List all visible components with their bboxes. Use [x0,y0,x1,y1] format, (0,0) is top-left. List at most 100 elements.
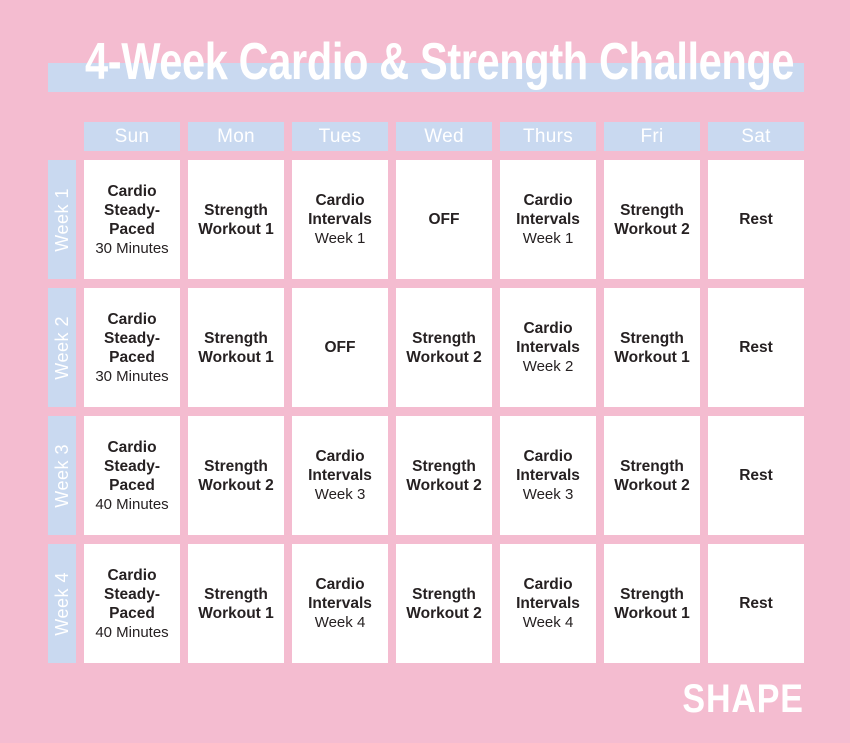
week-label-2: Week 2 [48,288,76,407]
workout-subtitle: 30 Minutes [95,239,169,257]
title-highlight-bar [48,63,804,92]
workout-title-line: OFF [428,211,460,228]
workout-title-line: Rest [739,211,773,228]
week-label-1: Week 1 [48,160,76,279]
cell-week3-mon: Strength Workout 2 [188,416,284,535]
workout-title-line: Intervals [516,211,580,228]
workout-subtitle: 30 Minutes [95,367,169,385]
corner-spacer [48,122,76,151]
workout-title-line: Paced [109,476,155,494]
page-title: 4-Week Cardio & Strength Challenge [85,33,795,91]
workout-title-line: Workout 1 [614,604,690,622]
workout-title-line: Cardio [315,192,365,209]
workout-title-line: Cardio [523,320,573,337]
day-header-sat: Sat [708,122,804,151]
workout-title-line: Workout 1 [198,220,274,238]
workout-title-line: Cardio [107,310,157,328]
workout-title-line: Cardio [107,566,157,584]
cell-week2-sun: Cardio Steady- Paced 30 Minutes [84,288,180,407]
cell-week4-wed: Strength Workout 2 [396,544,492,663]
week-label-text: Week 2 [51,315,72,380]
cell-week3-sun: Cardio Steady- Paced 40 Minutes [84,416,180,535]
cell-week4-tues: Cardio Intervals Week 4 [292,544,388,663]
workout-subtitle: Week 4 [314,614,366,631]
workout-title-line: Strength [204,585,268,603]
cell-week3-tues: Cardio Intervals Week 3 [292,416,388,535]
workout-title-line: Strength [620,329,684,347]
workout-subtitle: Week 1 [522,230,574,247]
workout-title-line: Workout 2 [614,476,690,494]
workout-title-line: Strength [412,329,476,347]
day-header-sun: Sun [84,122,180,151]
cell-week4-fri: Strength Workout 1 [604,544,700,663]
workout-title-line: Intervals [308,595,372,612]
cell-week2-fri: Strength Workout 1 [604,288,700,407]
workout-title-line: Cardio [315,576,365,593]
cell-week1-thurs: Cardio Intervals Week 1 [500,160,596,279]
cell-week4-mon: Strength Workout 1 [188,544,284,663]
week-label-3: Week 3 [48,416,76,535]
schedule-grid: Sun Mon Tues Wed Thurs Fri Sat Week 1 Cardio Stea… [48,122,804,663]
cell-week2-wed: Strength Workout 2 [396,288,492,407]
workout-title-line: Rest [739,339,773,356]
day-header-wed: Wed [396,122,492,151]
workout-title-line: Steady- [104,457,160,475]
workout-title-line: Strength [620,457,684,475]
workout-title-line: Steady- [104,329,160,347]
workout-title-line: Strength [620,201,684,219]
workout-title-line: Intervals [308,211,372,228]
cell-week4-sat: Rest [708,544,804,663]
workout-title-line: Workout 2 [406,604,482,622]
workout-title-line: Strength [620,585,684,603]
workout-subtitle: Week 3 [522,486,574,503]
cell-week3-sat: Rest [708,416,804,535]
week-label-text: Week 3 [51,443,72,508]
cell-week1-fri: Strength Workout 2 [604,160,700,279]
cell-week4-thurs: Cardio Intervals Week 4 [500,544,596,663]
workout-title-line: Intervals [516,595,580,612]
workout-title-line: Intervals [308,467,372,484]
day-header-tues: Tues [292,122,388,151]
workout-title-line: Steady- [104,585,160,603]
week-label-text: Week 1 [51,187,72,252]
workout-title-line: Workout 2 [614,220,690,238]
workout-title-line: Strength [412,457,476,475]
cell-week2-mon: Strength Workout 1 [188,288,284,407]
workout-title-line: Workout 1 [198,604,274,622]
workout-title-line: Cardio [107,438,157,456]
workout-title-line: Cardio [107,182,157,200]
workout-subtitle: Week 3 [314,486,366,503]
cell-week1-tues: Cardio Intervals Week 1 [292,160,388,279]
day-header-fri: Fri [604,122,700,151]
workout-title-line: Workout 1 [614,348,690,366]
cell-week2-thurs: Cardio Intervals Week 2 [500,288,596,407]
workout-subtitle: 40 Minutes [95,495,169,513]
day-header-thurs: Thurs [500,122,596,151]
cell-week2-tues: OFF [292,288,388,407]
day-header-mon: Mon [188,122,284,151]
cell-week1-sun: Cardio Steady- Paced 30 Minutes [84,160,180,279]
week-label-text: Week 4 [51,571,72,636]
workout-title-line: Workout 2 [406,348,482,366]
cell-week4-sun: Cardio Steady- Paced 40 Minutes [84,544,180,663]
workout-title-line: Rest [739,595,773,612]
workout-title-line: Strength [412,585,476,603]
cell-week3-wed: Strength Workout 2 [396,416,492,535]
cell-week1-mon: Strength Workout 1 [188,160,284,279]
workout-title-line: Strength [204,329,268,347]
cell-week2-sat: Rest [708,288,804,407]
workout-subtitle: Week 4 [522,614,574,631]
workout-title-line: Cardio [523,192,573,209]
workout-title-line: Strength [204,457,268,475]
workout-title-line: Paced [109,220,155,238]
workout-title-line: Cardio [315,448,365,465]
workout-title-line: Intervals [516,467,580,484]
workout-title-line: Intervals [516,339,580,356]
workout-title-line: Workout 2 [406,476,482,494]
workout-title-line: Paced [109,348,155,366]
workout-title-line: Cardio [523,576,573,593]
workout-title-line: Strength [204,201,268,219]
workout-title-line: Workout 2 [198,476,274,494]
week-label-4: Week 4 [48,544,76,663]
